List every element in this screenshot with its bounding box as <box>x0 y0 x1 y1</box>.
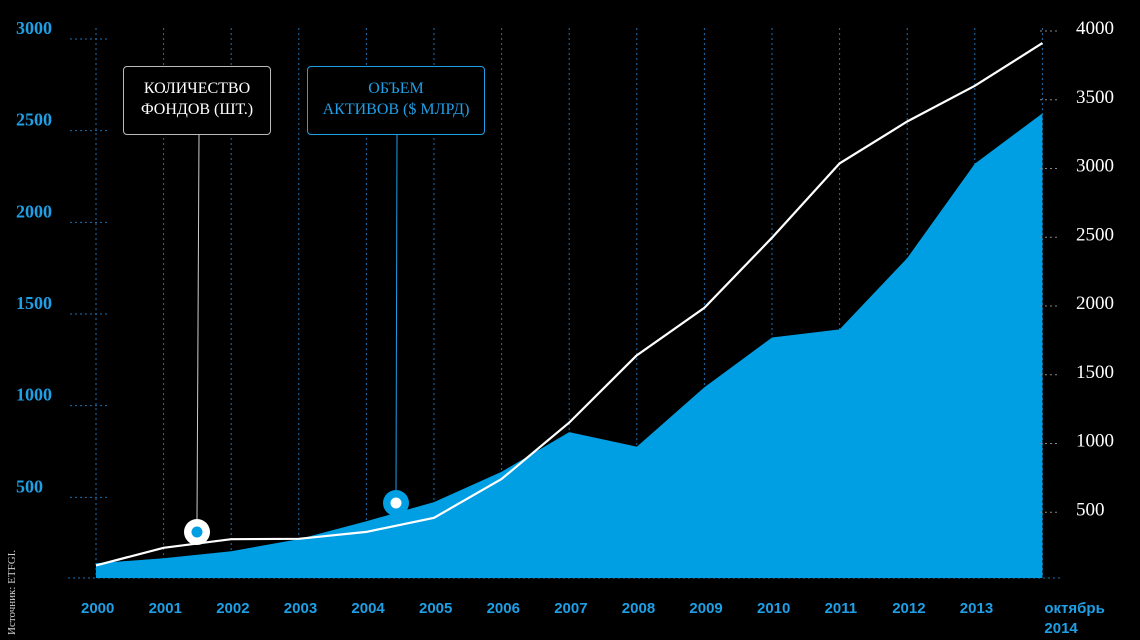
right-tick-label: 1000 <box>1076 431 1114 452</box>
right-tick-label: 1500 <box>1076 362 1114 383</box>
legend-funds-connector <box>196 134 200 521</box>
right-tick-label: 2000 <box>1076 293 1114 314</box>
funds-marker-inner <box>191 526 203 538</box>
right-tick-label: 3500 <box>1076 87 1114 108</box>
x-tick-label: 2006 <box>487 600 520 617</box>
x-tick-label: 2010 <box>757 600 790 617</box>
x-tick-label: 2014 <box>1044 620 1078 637</box>
left-tick-label: 2000 <box>16 201 52 221</box>
x-axis-ticks: 2000 2001 2002 2003 2004 2005 2006 2007 2008 2009… <box>81 600 1105 637</box>
x-tick-label: 2002 <box>216 600 249 617</box>
legend-funds-count: КОЛИЧЕСТВО ФОНДОВ (ШТ.) <box>123 66 271 135</box>
legend-connectors <box>196 134 398 521</box>
x-tick-label: 2003 <box>284 600 317 617</box>
right-tick-label: 4000 <box>1076 18 1114 39</box>
x-tick-label: 2007 <box>554 600 587 617</box>
left-tick-label: 1000 <box>16 385 52 405</box>
left-tick-label: 500 <box>16 476 43 496</box>
left-tick-label: 1500 <box>16 293 52 313</box>
legend-assets-volume: ОБЪЕМ АКТИВОВ ($ МЛРД) <box>307 66 485 135</box>
x-tick-label: 2011 <box>825 600 858 617</box>
series-markers <box>184 490 409 545</box>
x-tick-label: 2000 <box>81 600 114 617</box>
x-tick-label: 2008 <box>622 600 655 617</box>
x-tick-label: 2012 <box>892 600 925 617</box>
legend-funds-line-1: КОЛИЧЕСТВО <box>143 80 251 97</box>
right-tick-label: 500 <box>1076 499 1105 520</box>
x-tick-label: 2004 <box>351 600 385 617</box>
x-tick-label: октябрь <box>1044 600 1104 617</box>
legend-assets-line-1: ОБЪЕМ <box>368 80 424 97</box>
left-tick-label: 2500 <box>16 110 52 130</box>
assets-area-series <box>96 113 1043 579</box>
left-axis-ticks: 500 1000 1500 2000 2500 3000 <box>16 18 108 498</box>
x-tick-label: 2009 <box>689 600 722 617</box>
legend-funds-line-2: ФОНДОВ (ШТ.) <box>140 101 254 118</box>
right-tick-label: 2500 <box>1076 224 1114 245</box>
right-axis-ticks: 500 1000 1500 2000 2500 3000 3500 4000 <box>1040 18 1114 520</box>
right-tick-label: 3000 <box>1076 156 1114 177</box>
x-tick-label: 2005 <box>419 600 452 617</box>
assets-marker-inner <box>390 497 402 509</box>
left-tick-label: 3000 <box>16 18 52 38</box>
x-tick-label: 2013 <box>960 600 993 617</box>
legend-assets-connector <box>395 134 398 493</box>
funds-line-series <box>95 42 1043 567</box>
source-note: Источник: ETFGI. <box>6 549 18 635</box>
legend-assets-line-2: АКТИВОВ ($ МЛРД) <box>322 101 470 118</box>
x-tick-label: 2001 <box>149 600 182 617</box>
